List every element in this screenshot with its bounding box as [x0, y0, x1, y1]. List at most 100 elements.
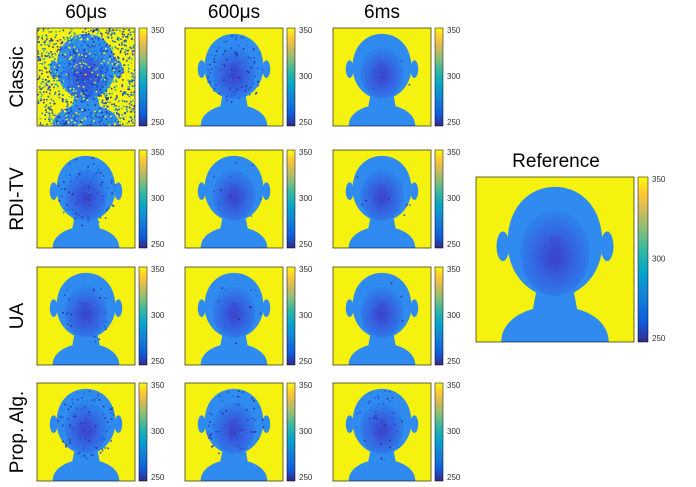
noise-pixel [230, 47, 232, 49]
noise-pixel [102, 182, 104, 184]
noise-pixel [93, 288, 95, 290]
noise-pixel [127, 64, 129, 66]
reference-title: Reference [512, 151, 600, 172]
noise-pixel [224, 424, 226, 426]
noise-pixel [231, 95, 233, 97]
noise-pixel [111, 37, 113, 39]
noise-pixel [60, 59, 62, 61]
noise-pixel [230, 195, 232, 197]
noise-pixel [127, 111, 129, 113]
noise-pixel [77, 56, 79, 58]
noise-pixel [68, 101, 70, 103]
head [185, 383, 283, 481]
noise-pixel [83, 400, 85, 402]
noise-pixel [87, 50, 89, 52]
head [37, 383, 135, 481]
noise-pixel [253, 50, 255, 52]
noise-pixel [97, 99, 99, 101]
noise-pixel [122, 31, 124, 33]
colorbar [139, 267, 147, 365]
noise-pixel [77, 79, 79, 81]
noise-pixel [357, 176, 359, 178]
noise-pixel [219, 395, 221, 397]
noise-pixel [56, 80, 58, 82]
head [333, 383, 431, 481]
noise-pixel [46, 38, 48, 40]
noise-pixel [79, 452, 81, 454]
noise-pixel [253, 431, 255, 433]
noise-pixel [84, 50, 86, 52]
depth-image [37, 267, 135, 365]
noise-pixel [226, 59, 228, 61]
noise-pixel [120, 118, 122, 120]
noise-pixel [112, 63, 114, 65]
noise-pixel [91, 83, 93, 85]
noise-pixel [236, 52, 238, 54]
noise-pixel [402, 320, 404, 322]
noise-pixel [128, 33, 130, 35]
noise-pixel [74, 66, 76, 68]
noise-pixel [223, 54, 225, 56]
noise-pixel [88, 95, 90, 97]
noise-pixel [46, 124, 48, 126]
noise-pixel [79, 83, 81, 85]
noise-pixel [240, 37, 242, 39]
noise-pixel [87, 80, 89, 82]
noise-pixel [381, 458, 383, 460]
noise-pixel [69, 39, 71, 41]
noise-pixel [113, 112, 115, 114]
noise-pixel [392, 397, 394, 399]
noise-pixel [93, 107, 95, 109]
noise-pixel [68, 298, 70, 300]
noise-pixel [257, 68, 259, 70]
noise-pixel [129, 103, 131, 105]
noise-pixel [99, 65, 101, 67]
noise-pixel [46, 82, 48, 84]
noise-pixel [70, 109, 72, 111]
colorbar-tick-label: 350 [151, 381, 165, 390]
noise-pixel [94, 104, 96, 106]
noise-pixel [238, 45, 240, 47]
noise-pixel [84, 46, 86, 48]
noise-pixel [211, 438, 213, 440]
noise-pixel [43, 102, 45, 104]
noise-pixel [113, 205, 115, 207]
noise-pixel [102, 102, 104, 104]
noise-pixel [64, 404, 66, 406]
noise-pixel [119, 67, 121, 69]
noise-pixel [122, 33, 124, 35]
noise-pixel [131, 38, 133, 40]
noise-pixel [95, 86, 97, 88]
noise-pixel [130, 66, 132, 68]
figure: 60μs600μs6msClassic350300250350300250350… [0, 0, 696, 487]
noise-pixel [214, 203, 216, 205]
noise-pixel [130, 101, 132, 103]
noise-pixel [125, 45, 127, 47]
noise-pixel [101, 288, 103, 290]
noise-pixel [235, 203, 237, 205]
noise-pixel [112, 48, 114, 50]
noise-pixel [116, 109, 118, 111]
noise-pixel [63, 181, 65, 183]
noise-pixel [38, 103, 40, 105]
noise-pixel [59, 71, 61, 73]
noise-pixel [69, 58, 71, 60]
depth-image [37, 150, 135, 248]
noise-pixel [98, 80, 100, 82]
colorbar-tick-label: 350 [151, 26, 165, 35]
noise-pixel [96, 116, 98, 118]
noise-pixel [100, 95, 102, 97]
noise-pixel [242, 391, 244, 393]
noise-pixel [131, 72, 133, 74]
noise-pixel [223, 41, 225, 43]
noise-pixel [75, 416, 77, 418]
noise-pixel [96, 325, 98, 327]
noise-pixel [101, 67, 103, 69]
noise-pixel [48, 107, 50, 109]
noise-pixel [109, 28, 111, 30]
noise-pixel [113, 85, 115, 87]
noise-pixel [86, 97, 88, 99]
colorbar [287, 383, 295, 481]
noise-pixel [48, 32, 50, 34]
noise-pixel [108, 41, 110, 43]
